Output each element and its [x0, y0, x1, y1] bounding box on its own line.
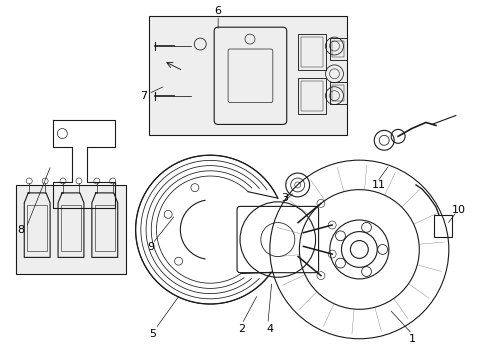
Bar [300, 37, 322, 67]
Bar [61, 205, 81, 251]
Text: 3: 3 [281, 193, 288, 203]
Text: 9: 9 [147, 243, 154, 252]
Bar [16, 185, 125, 274]
Bar [300, 81, 322, 111]
Bar [332, 85, 344, 100]
Text: 10: 10 [451, 205, 465, 215]
Bar [433, 215, 451, 237]
Bar [329, 38, 346, 60]
Text: 4: 4 [266, 324, 273, 334]
Bar [27, 205, 47, 251]
Text: 7: 7 [140, 91, 147, 101]
Bar [148, 16, 346, 135]
Text: 1: 1 [407, 334, 415, 344]
Text: 2: 2 [238, 324, 245, 334]
Text: 5: 5 [149, 329, 156, 339]
Bar [297, 78, 325, 113]
Bar [329, 82, 346, 104]
Bar [95, 205, 115, 251]
Text: 8: 8 [18, 225, 25, 235]
Text: 6: 6 [214, 6, 221, 16]
Text: 11: 11 [371, 180, 386, 190]
Bar [332, 41, 344, 57]
Bar [297, 34, 325, 70]
